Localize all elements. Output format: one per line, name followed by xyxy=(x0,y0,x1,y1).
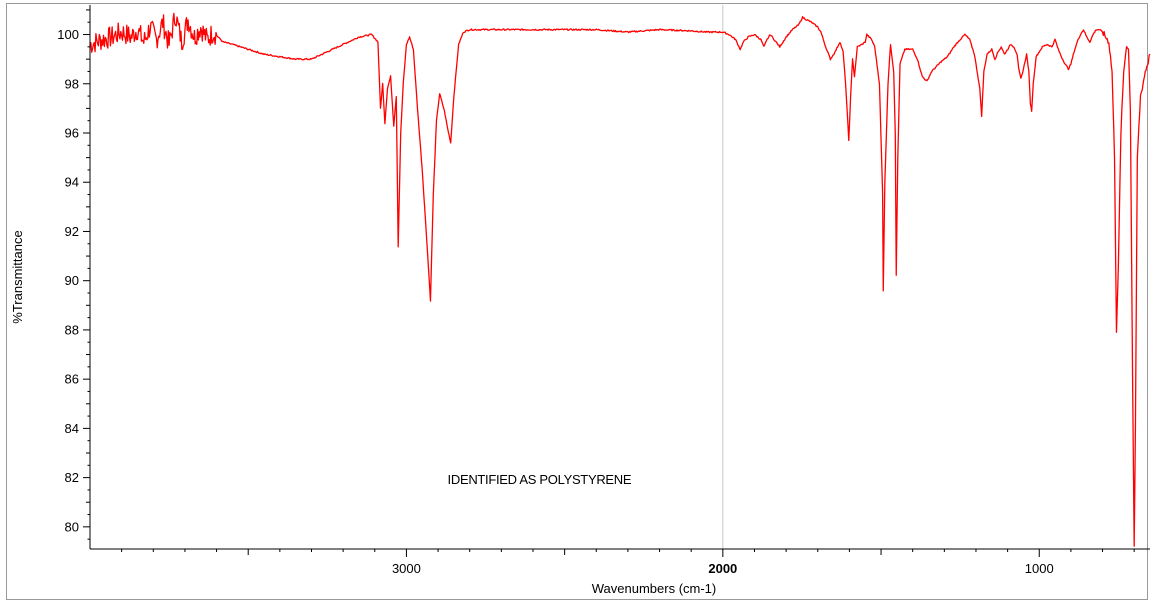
y-tick-label: 82 xyxy=(65,470,79,485)
y-tick-label: 92 xyxy=(65,224,79,239)
y-tick-label: 86 xyxy=(65,372,79,387)
x-tick-label: 3000 xyxy=(392,561,421,576)
y-tick-label: 84 xyxy=(65,421,79,436)
x-axis-title: Wavenumbers (cm-1) xyxy=(592,581,716,596)
annotation-label: IDENTIFIED AS POLYSTYRENE xyxy=(448,472,632,487)
x-tick-label: 2000 xyxy=(708,561,737,576)
y-tick-label: 88 xyxy=(65,322,79,337)
y-tick-label: 100 xyxy=(57,27,79,42)
chart-frame xyxy=(6,3,1148,600)
x-tick-label: 1000 xyxy=(1025,561,1054,576)
y-tick-label: 90 xyxy=(65,273,79,288)
y-axis-title: %Transmittance xyxy=(10,230,25,323)
y-tick-label: 80 xyxy=(65,519,79,534)
x-ticks: 3000 2000 1000 xyxy=(121,549,1135,576)
transmittance-line xyxy=(89,12,1151,547)
y-tick-label: 96 xyxy=(65,126,79,141)
y-tick-label: 94 xyxy=(65,175,79,190)
plot-area xyxy=(89,5,1151,549)
y-ticks: 100 98 96 94 92 90 88 86 84 82 80 xyxy=(57,9,90,540)
y-tick-label: 98 xyxy=(65,76,79,91)
